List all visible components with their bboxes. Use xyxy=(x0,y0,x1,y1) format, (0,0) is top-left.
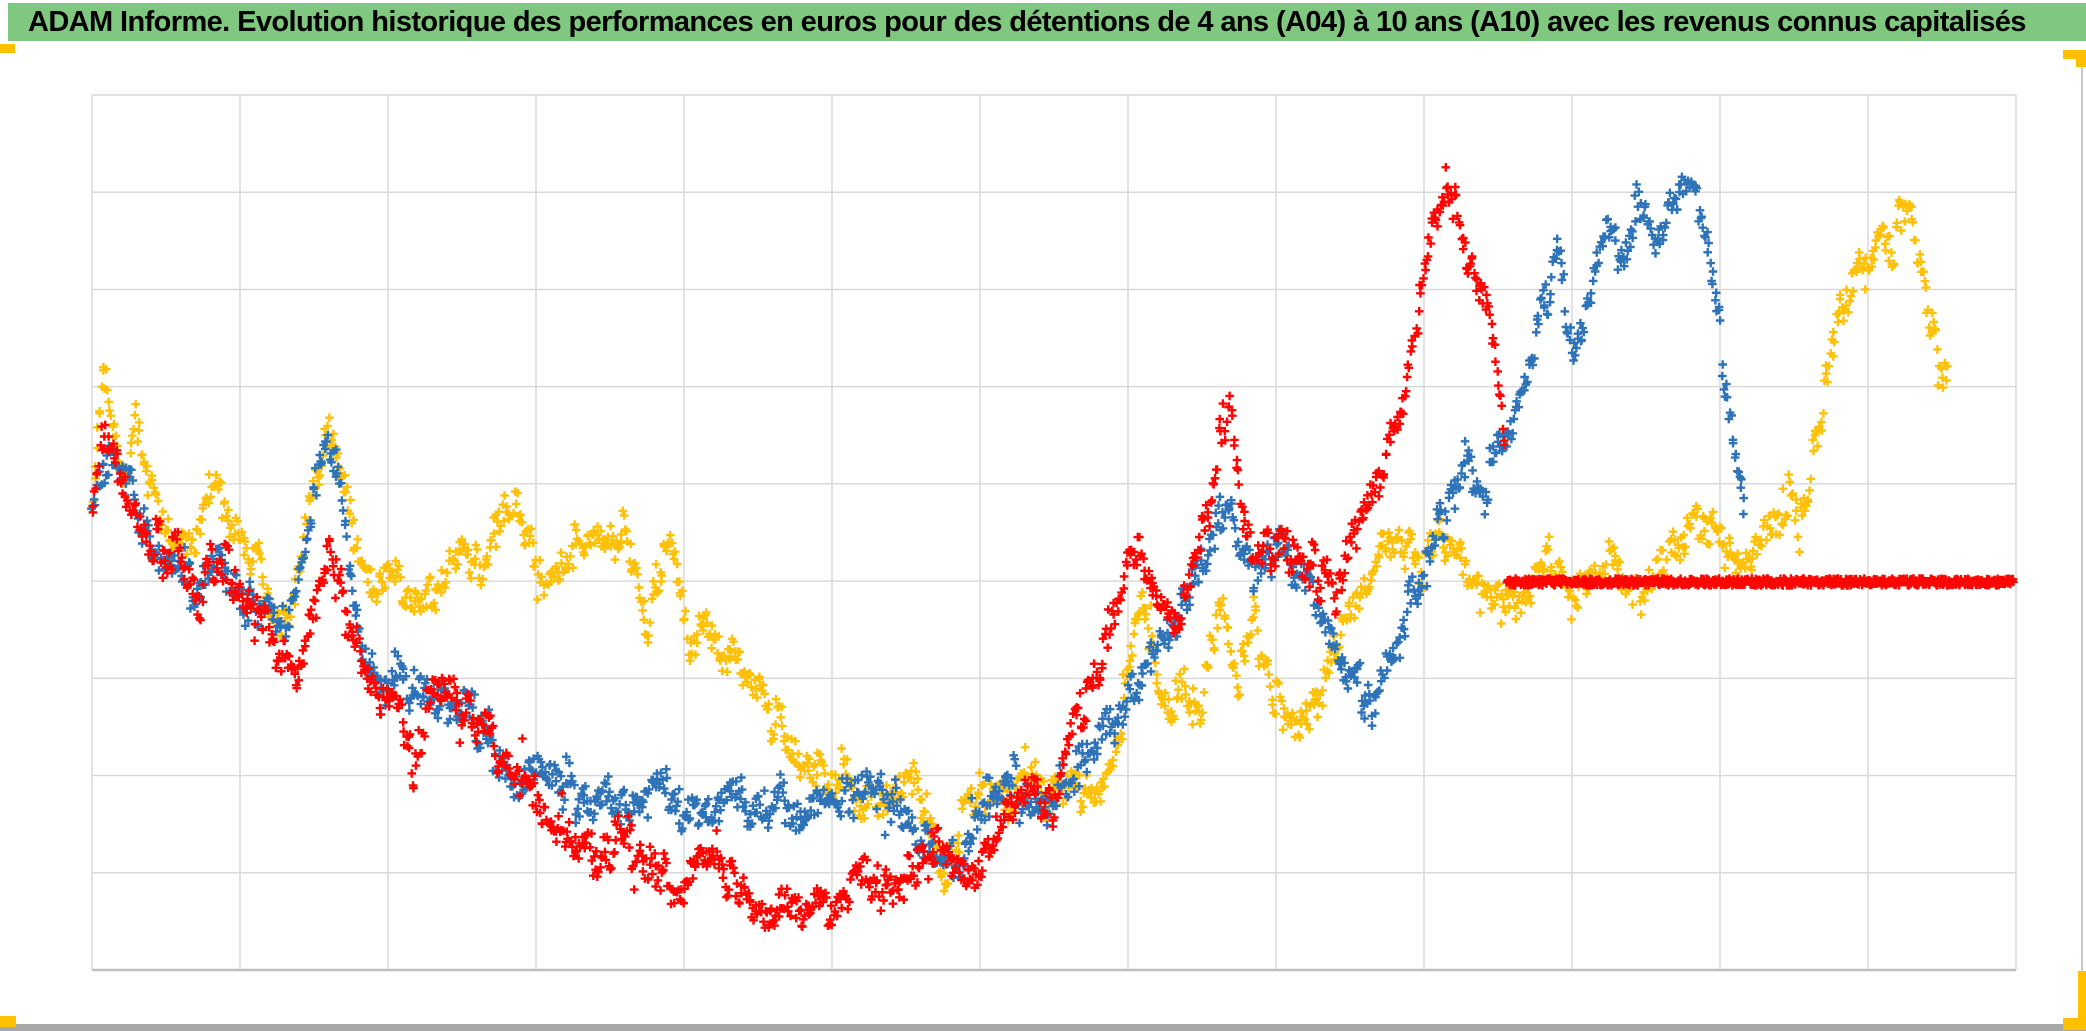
title-bar: ADAM Informe. Evolution historique des p… xyxy=(8,3,2086,41)
chart-series xyxy=(87,163,2018,932)
left-accent-tab xyxy=(0,44,15,53)
right-edge-line xyxy=(2081,67,2083,1025)
bottom-edge-bar xyxy=(0,1024,2086,1031)
bottom-left-accent-tab xyxy=(0,1016,16,1027)
chart-gridlines xyxy=(91,94,2017,972)
series-red xyxy=(88,163,2018,932)
page-title: ADAM Informe. Evolution historique des p… xyxy=(28,5,2026,38)
